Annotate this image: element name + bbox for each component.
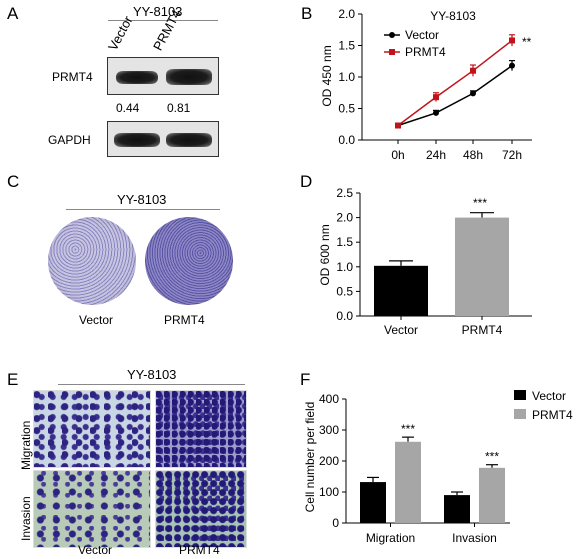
chart-b-point-prmt4 bbox=[470, 67, 476, 74]
chart-d-ylabel: OD 600 nm bbox=[318, 224, 332, 285]
panel-label-f: F bbox=[300, 370, 311, 389]
chart-b-point-prmt4 bbox=[433, 94, 439, 101]
chart-f-y-tick-label: 300 bbox=[319, 423, 339, 437]
transwell-row-label-migration: Migration bbox=[19, 420, 33, 470]
chart-b-legend: Vector PRMT4 bbox=[384, 28, 446, 59]
colony-cell-line-title: YY-8103 bbox=[117, 192, 167, 207]
chart-b-point-prmt4 bbox=[395, 122, 401, 129]
chart-f-significance-invasion: *** bbox=[485, 450, 499, 464]
chart-f-y-tick-label: 400 bbox=[319, 392, 339, 406]
panel-label-b: B bbox=[301, 4, 313, 23]
chart-b-y-tick-label: 0.5 bbox=[338, 102, 355, 116]
chart-f-legend-vector: Vector bbox=[532, 389, 566, 403]
transwell-image-migration-prmt4 bbox=[155, 390, 247, 468]
band-gapdh-prmt4 bbox=[166, 133, 212, 147]
chart-d-x-tick-label: Vector bbox=[384, 323, 418, 337]
chart-b-ylabel: OD 450 nm bbox=[320, 45, 334, 106]
blot-quant-vector: 0.44 bbox=[116, 101, 140, 115]
colony-title-underline bbox=[66, 209, 220, 210]
chart-b-legend-prmt4: PRMT4 bbox=[405, 45, 446, 59]
panel-label-c: C bbox=[7, 172, 20, 191]
chart-b-title: YY-8103 bbox=[430, 9, 476, 23]
chart-d-significance: *** bbox=[473, 196, 487, 210]
transwell-title-underline bbox=[58, 384, 245, 385]
chart-b-x-tick-label: 48h bbox=[463, 148, 483, 162]
chart-b-x-tick-label: 0h bbox=[391, 148, 404, 162]
chart-b-point-vector bbox=[470, 90, 476, 97]
chart-d-y-tick-label: 2.0 bbox=[336, 211, 353, 225]
band-gapdh-vector bbox=[114, 133, 160, 147]
chart-d-y-tick-label: 0.5 bbox=[336, 284, 353, 298]
transwell-cell-line-title: YY-8103 bbox=[127, 367, 177, 382]
chart-f-x-tick-label: Invasion bbox=[452, 531, 497, 545]
blot-gapdh bbox=[107, 121, 219, 157]
blot-title-underline bbox=[108, 20, 218, 21]
colony-dish-prmt4 bbox=[145, 217, 233, 305]
panel-label-d: D bbox=[300, 172, 313, 191]
panel-label-a: A bbox=[7, 4, 19, 23]
transwell-image-invasion-prmt4 bbox=[155, 470, 247, 548]
chart-d-y-tick-label: 2.5 bbox=[336, 186, 353, 200]
chart-b-point-vector bbox=[509, 62, 515, 69]
chart-f-y-tick-label: 200 bbox=[319, 454, 339, 468]
chart-b-y-tick-label: 1.0 bbox=[338, 70, 355, 84]
chart-b-x-tick-label: 72h bbox=[502, 148, 522, 162]
transwell-image-invasion-vector bbox=[33, 470, 151, 548]
transwell-col-label-vector: Vector bbox=[78, 543, 113, 557]
chart-d-bar-prmt4 bbox=[455, 217, 509, 316]
colony-dish-vector bbox=[48, 217, 136, 305]
blot-cell-line-title: YY-8103 bbox=[133, 4, 183, 19]
blot-row-label-gapdh: GAPDH bbox=[48, 133, 91, 147]
colony-label-vector: Vector bbox=[79, 313, 114, 327]
chart-b-y-tick-label: 2.0 bbox=[338, 7, 355, 21]
chart-f-legend: Vector PRMT4 bbox=[514, 389, 573, 422]
chart-b-legend-vector: Vector bbox=[405, 28, 439, 42]
chart-b-y-tick-label: 1.5 bbox=[338, 39, 355, 53]
chart-d-y-tick-label: 0.0 bbox=[336, 309, 353, 323]
chart-d-bar-vector bbox=[374, 265, 428, 316]
chart-d-x-tick-label: PRMT4 bbox=[462, 323, 503, 337]
chart-f-legend-prmt4: PRMT4 bbox=[532, 408, 573, 422]
chart-b-point-vector bbox=[433, 109, 439, 116]
chart-f: Cell number per field 0 100 200 300 400 Migra… bbox=[303, 389, 573, 545]
chart-f-significance-migration: *** bbox=[401, 422, 415, 436]
chart-f-bar-migration-prmt4 bbox=[395, 441, 421, 523]
chart-f-y-tick-label: 0 bbox=[332, 516, 339, 530]
transwell-col-label-prmt4: PRMT4 bbox=[179, 543, 220, 557]
chart-b-line-prmt4 bbox=[397, 39, 513, 127]
chart-f-bar-migration-vector bbox=[360, 482, 386, 523]
chart-f-ylabel: Cell number per field bbox=[303, 402, 317, 513]
blot-quant-prmt4: 0.81 bbox=[167, 101, 191, 115]
panel-label-e: E bbox=[7, 370, 19, 389]
chart-f-x-tick-label: Migration bbox=[366, 531, 415, 545]
band-prmt4-prmt4 bbox=[166, 69, 212, 85]
band-prmt4-vector bbox=[116, 71, 158, 84]
chart-b-point-prmt4 bbox=[509, 37, 515, 44]
chart-d-y-tick-label: 1.5 bbox=[336, 235, 353, 249]
chart-b-y-tick-label: 0.0 bbox=[338, 133, 355, 147]
blot-prmt4 bbox=[107, 57, 219, 95]
chart-d-y-tick-label: 1.0 bbox=[336, 260, 353, 274]
colony-label-prmt4: PRMT4 bbox=[164, 313, 205, 327]
chart-b: YY-8103 OD 450 nm 0.0 0.5 1.0 1.5 2.0 0h 24h 48… bbox=[320, 7, 532, 162]
chart-b-line-vector bbox=[397, 65, 513, 127]
chart-b-x-tick-label: 24h bbox=[426, 148, 446, 162]
transwell-row-label-invasion: Invasion bbox=[19, 496, 33, 541]
chart-f-bar-invasion-prmt4 bbox=[479, 467, 505, 523]
chart-f-bar-invasion-vector bbox=[444, 495, 470, 523]
blot-row-label-prmt4: PRMT4 bbox=[52, 70, 93, 84]
transwell-image-migration-vector bbox=[33, 390, 151, 468]
chart-b-significance: ** bbox=[522, 35, 532, 49]
chart-f-y-tick-label: 100 bbox=[319, 485, 339, 499]
